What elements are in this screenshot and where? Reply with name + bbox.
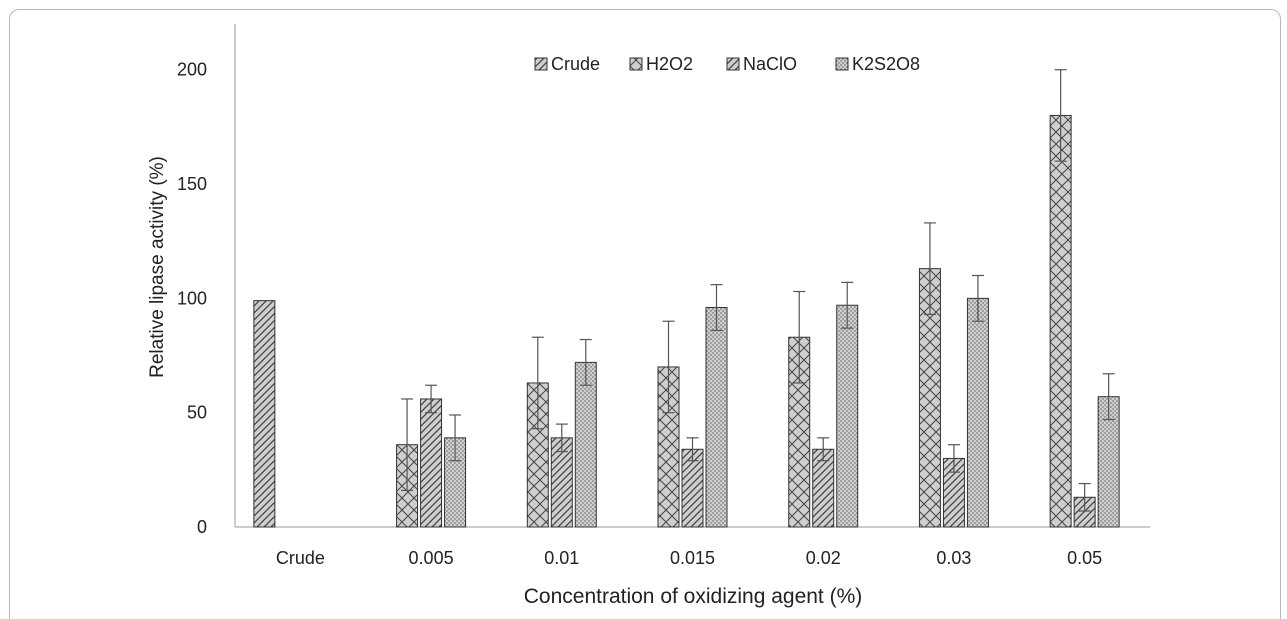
legend-swatch-naclo	[726, 57, 740, 71]
bar-k2s2o8-0.02	[836, 304, 859, 528]
bar-k2s2o8-0.03	[966, 297, 989, 528]
bar-naclo-0.005	[420, 398, 443, 528]
y-tick-label: 100	[177, 288, 207, 308]
legend-label-crude: Crude	[551, 54, 600, 74]
chart-frame	[9, 9, 1281, 619]
bars-group	[253, 114, 1120, 528]
y-tick-label: 200	[177, 60, 207, 80]
x-tick-labels: Crude 0.005 0.01 0.015 0.02 0.03 0.05	[276, 548, 1102, 568]
y-tick-label: 0	[197, 517, 207, 537]
bar-k2s2o8-0.015	[705, 307, 728, 528]
y-tick-label: 150	[177, 174, 207, 194]
legend-label-naclo: NaClO	[743, 54, 797, 74]
y-tick-label: 50	[187, 403, 207, 423]
legend-label-h2o2: H2O2	[646, 54, 693, 74]
x-tick-label: Crude	[276, 548, 325, 568]
bar-h2o2-0.05	[1049, 114, 1072, 528]
x-tick-label: 0.005	[409, 548, 454, 568]
y-axis-title: Relative lipase activity (%)	[147, 156, 168, 378]
legend-swatch-h2o2	[629, 57, 643, 71]
x-tick-label: 0.015	[670, 548, 715, 568]
bar-k2s2o8-0.01	[574, 361, 597, 528]
y-tick-labels: 0 50 100 150 200	[177, 60, 207, 537]
x-tick-label: 0.03	[936, 548, 971, 568]
legend-swatch-crude	[534, 57, 548, 71]
error-bars-group	[401, 69, 1115, 512]
legend-swatch-k2s2o8	[835, 57, 849, 71]
x-tick-label: 0.01	[544, 548, 579, 568]
x-tick-label: 0.02	[806, 548, 841, 568]
legend-label-k2s2o8: K2S2O8	[852, 54, 920, 74]
x-axis-title: Concentration of oxidizing agent (%)	[524, 585, 863, 608]
bar-crude-Crude	[253, 300, 276, 528]
legend: Crude H2O2 NaClO K2S2O8	[534, 54, 920, 74]
x-tick-label: 0.05	[1067, 548, 1102, 568]
